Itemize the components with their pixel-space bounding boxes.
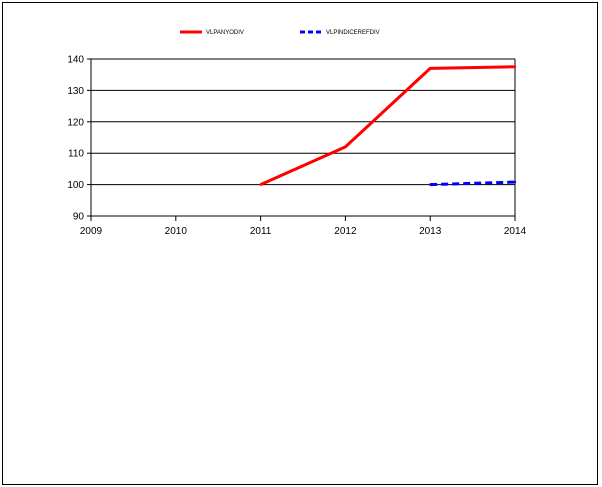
axes: [87, 58, 516, 221]
series-lines: [259, 65, 517, 187]
x-tick-label: 2009: [80, 226, 103, 237]
data-point-vlpanyodiv: [344, 145, 347, 149]
legend-label-vlpanyodiv: VLPANYODIV: [206, 30, 244, 36]
y-tick-label: 110: [68, 149, 84, 160]
y-tick-label: 100: [67, 180, 84, 191]
x-tick-label: 2012: [334, 226, 357, 237]
x-tick-label: 2014: [504, 226, 527, 237]
y-tick-label: 130: [67, 86, 84, 97]
data-point-vlpindicerefdiv: [513, 180, 517, 184]
legend-label-vlpindicerefdiv: VLPINDICEREFDIV: [326, 30, 380, 36]
y-tick-label: 90: [73, 212, 85, 223]
data-point-vlpanyodiv: [259, 183, 262, 186]
x-tick-label: 2011: [250, 226, 272, 237]
series-line-vlpindicerefdiv: [430, 180, 516, 187]
x-tick-label: 2013: [419, 226, 442, 237]
y-tick-label: 140: [67, 55, 84, 66]
data-point-vlpanyodiv: [513, 65, 517, 69]
tick-labels: 90 100 110 120 130 140 2009 2010 2011 2012 2013 201…: [67, 55, 526, 238]
x-tick-label: 2010: [165, 226, 188, 237]
data-point-vlpanyodiv: [429, 67, 432, 70]
legend: VLPANYODIV VLPINDICEREFDIV: [180, 30, 380, 36]
data-point-vlpindicerefdiv: [429, 183, 432, 186]
y-tick-label: 120: [67, 117, 84, 128]
series-line-vlpanyodiv: [259, 65, 516, 186]
